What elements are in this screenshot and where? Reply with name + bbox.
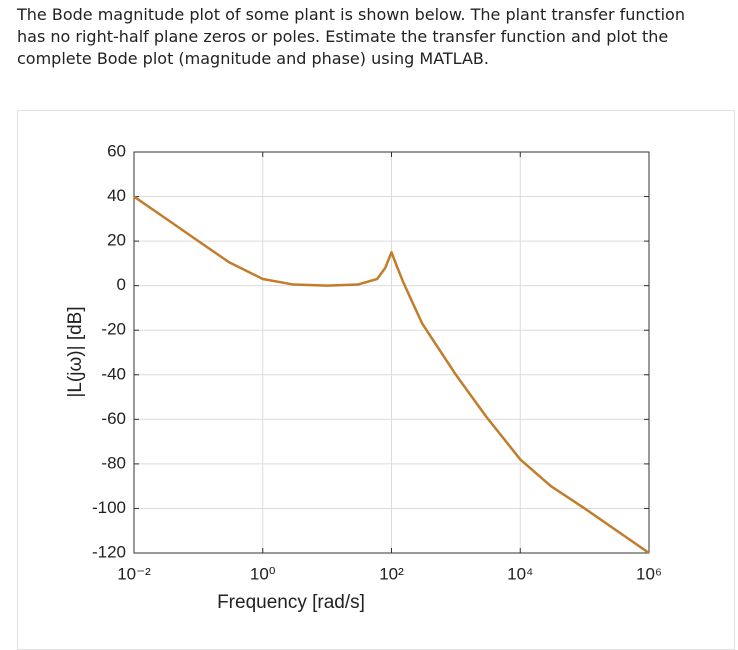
y-tick-label: 20 bbox=[107, 231, 126, 250]
y-tick-label: -40 bbox=[101, 364, 126, 383]
y-tick-label: -60 bbox=[101, 409, 126, 428]
y-tick-label: 0 bbox=[117, 275, 126, 294]
y-tick-label: -20 bbox=[101, 320, 126, 339]
x-tick-label: 10² bbox=[379, 564, 404, 583]
y-tick-label: 40 bbox=[107, 186, 126, 205]
y-tick-label: -120 bbox=[92, 542, 126, 561]
x-tick-label: 10⁶ bbox=[636, 564, 662, 583]
y-tick-label: -80 bbox=[101, 453, 126, 472]
figure-panel: Frequency [rad/s] |L(jω)| [dB] -120 -100 -… bbox=[17, 110, 735, 650]
x-tick-label: 10⁻² bbox=[117, 564, 151, 583]
y-tick-label: 60 bbox=[107, 141, 126, 160]
magnitude-line bbox=[133, 195, 650, 555]
axes-box bbox=[133, 151, 650, 554]
question-text: The Bode magnitude plot of some plant is… bbox=[17, 5, 685, 68]
x-tick-label: 10⁰ bbox=[250, 564, 276, 583]
y-axis-label: |L(jω)| [dB] bbox=[65, 306, 86, 397]
x-tick-label: 10⁴ bbox=[507, 564, 533, 583]
y-tick-label: -100 bbox=[92, 498, 126, 517]
chart: Frequency [rad/s] |L(jω)| [dB] -120 -100 -… bbox=[65, 141, 662, 613]
x-axis-label: Frequency [rad/s] bbox=[217, 592, 365, 613]
